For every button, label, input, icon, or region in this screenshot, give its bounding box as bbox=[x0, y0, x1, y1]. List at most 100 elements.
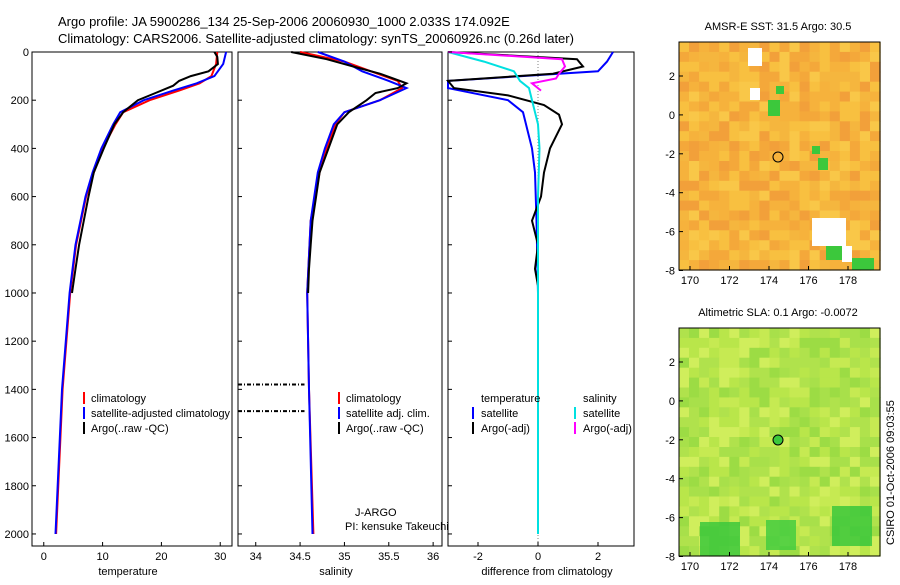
map-cell bbox=[859, 111, 871, 122]
map-cell bbox=[779, 456, 791, 468]
map-cell bbox=[779, 387, 791, 398]
map-cell bbox=[809, 437, 821, 448]
map-cell bbox=[870, 200, 881, 212]
map-cell bbox=[789, 81, 801, 93]
map-cell bbox=[709, 190, 720, 202]
map-cell bbox=[809, 387, 821, 398]
x-tick-label: 36 bbox=[427, 551, 439, 563]
map-cell bbox=[689, 91, 700, 103]
map-x-tick-label: 172 bbox=[720, 561, 738, 573]
map-cell bbox=[749, 357, 761, 369]
map-cell bbox=[829, 357, 841, 369]
map-cell bbox=[870, 496, 881, 507]
map-cell bbox=[789, 51, 801, 63]
map-cell bbox=[859, 42, 871, 53]
map-cell bbox=[870, 121, 881, 132]
map-cell bbox=[759, 407, 771, 418]
map-cell bbox=[759, 387, 771, 398]
map-cell bbox=[769, 71, 781, 83]
map-cell bbox=[870, 230, 881, 241]
map-cell bbox=[709, 397, 720, 408]
map-cell bbox=[809, 526, 821, 537]
map-cell bbox=[729, 170, 740, 182]
map-cell bbox=[859, 121, 871, 132]
map-cell bbox=[870, 377, 881, 389]
map-cell bbox=[689, 486, 700, 498]
header-line2: Climatology: CARS2006. Satellite-adjuste… bbox=[58, 31, 574, 46]
map-cell bbox=[849, 486, 861, 498]
map-cell bbox=[739, 111, 750, 122]
map-cell bbox=[709, 377, 720, 389]
map-cell bbox=[729, 42, 740, 53]
map-cell bbox=[719, 151, 730, 162]
map-cell bbox=[689, 476, 700, 488]
map-cell bbox=[849, 151, 861, 162]
map-cell bbox=[719, 81, 730, 93]
map-cell bbox=[709, 151, 720, 162]
map-cell bbox=[819, 151, 831, 162]
map-cell bbox=[829, 447, 841, 458]
map-cell bbox=[859, 447, 871, 458]
map-cell bbox=[839, 180, 851, 192]
map-cell bbox=[839, 397, 851, 408]
map-cell bbox=[870, 131, 881, 142]
map-cell bbox=[729, 496, 740, 507]
map-cell bbox=[729, 347, 740, 359]
map-cell bbox=[729, 506, 740, 517]
map-cell bbox=[859, 101, 871, 112]
map-cell bbox=[829, 61, 841, 73]
map-cell bbox=[699, 506, 710, 517]
map-cell bbox=[679, 220, 690, 231]
map-cell bbox=[719, 496, 730, 507]
x-tick-label: 0 bbox=[535, 551, 541, 563]
map-cell bbox=[769, 230, 781, 241]
map-cell bbox=[729, 250, 740, 261]
map-cell bbox=[689, 220, 700, 231]
map-cell bbox=[799, 496, 811, 507]
y-tick-label: 200 bbox=[11, 95, 29, 107]
map-cell bbox=[729, 417, 740, 428]
map-cell bbox=[849, 51, 861, 63]
map-cell bbox=[849, 71, 861, 83]
map-cell bbox=[829, 200, 841, 212]
map-cell bbox=[689, 42, 700, 53]
difference-panel bbox=[447, 51, 635, 547]
map-cell bbox=[689, 61, 700, 73]
map-cell bbox=[769, 496, 781, 507]
series-line-salinity-argo-adj- bbox=[447, 51, 567, 92]
map-cell bbox=[799, 367, 811, 379]
legend-argo: Argo(..raw -QC) bbox=[346, 423, 424, 435]
y-tick-label: 1400 bbox=[5, 384, 29, 396]
map-cell bbox=[759, 111, 771, 122]
map-cell bbox=[689, 447, 700, 458]
map-cell bbox=[859, 357, 871, 369]
map-cell bbox=[679, 347, 690, 359]
map-cell bbox=[749, 328, 761, 339]
map-cell bbox=[729, 397, 740, 408]
map-cell bbox=[839, 42, 851, 53]
map-cell bbox=[709, 71, 720, 83]
map-cell bbox=[739, 437, 750, 448]
map-cell bbox=[870, 466, 881, 478]
map-cell bbox=[679, 337, 690, 349]
map-cell bbox=[809, 81, 821, 93]
map-cell bbox=[839, 61, 851, 73]
difference-xlabel: difference from climatology bbox=[481, 566, 613, 578]
map-cell bbox=[689, 190, 700, 202]
map-y-tick-label: 2 bbox=[669, 357, 675, 369]
map-cell bbox=[819, 180, 831, 192]
map-cell bbox=[679, 42, 690, 53]
map-cell bbox=[719, 466, 730, 478]
map-cell bbox=[799, 447, 811, 458]
map-cell bbox=[749, 131, 761, 142]
map-cell bbox=[849, 170, 861, 182]
temperature-legend: climatology satellite-adjusted climatolo… bbox=[83, 392, 230, 435]
map-cell bbox=[759, 367, 771, 379]
map-cell bbox=[779, 407, 791, 418]
map-cell bbox=[799, 486, 811, 498]
map-cell bbox=[779, 367, 791, 379]
map-y-tick-label: -8 bbox=[665, 552, 675, 564]
map-cell bbox=[699, 496, 710, 507]
map-cell bbox=[789, 210, 801, 221]
map-cell bbox=[679, 466, 690, 478]
